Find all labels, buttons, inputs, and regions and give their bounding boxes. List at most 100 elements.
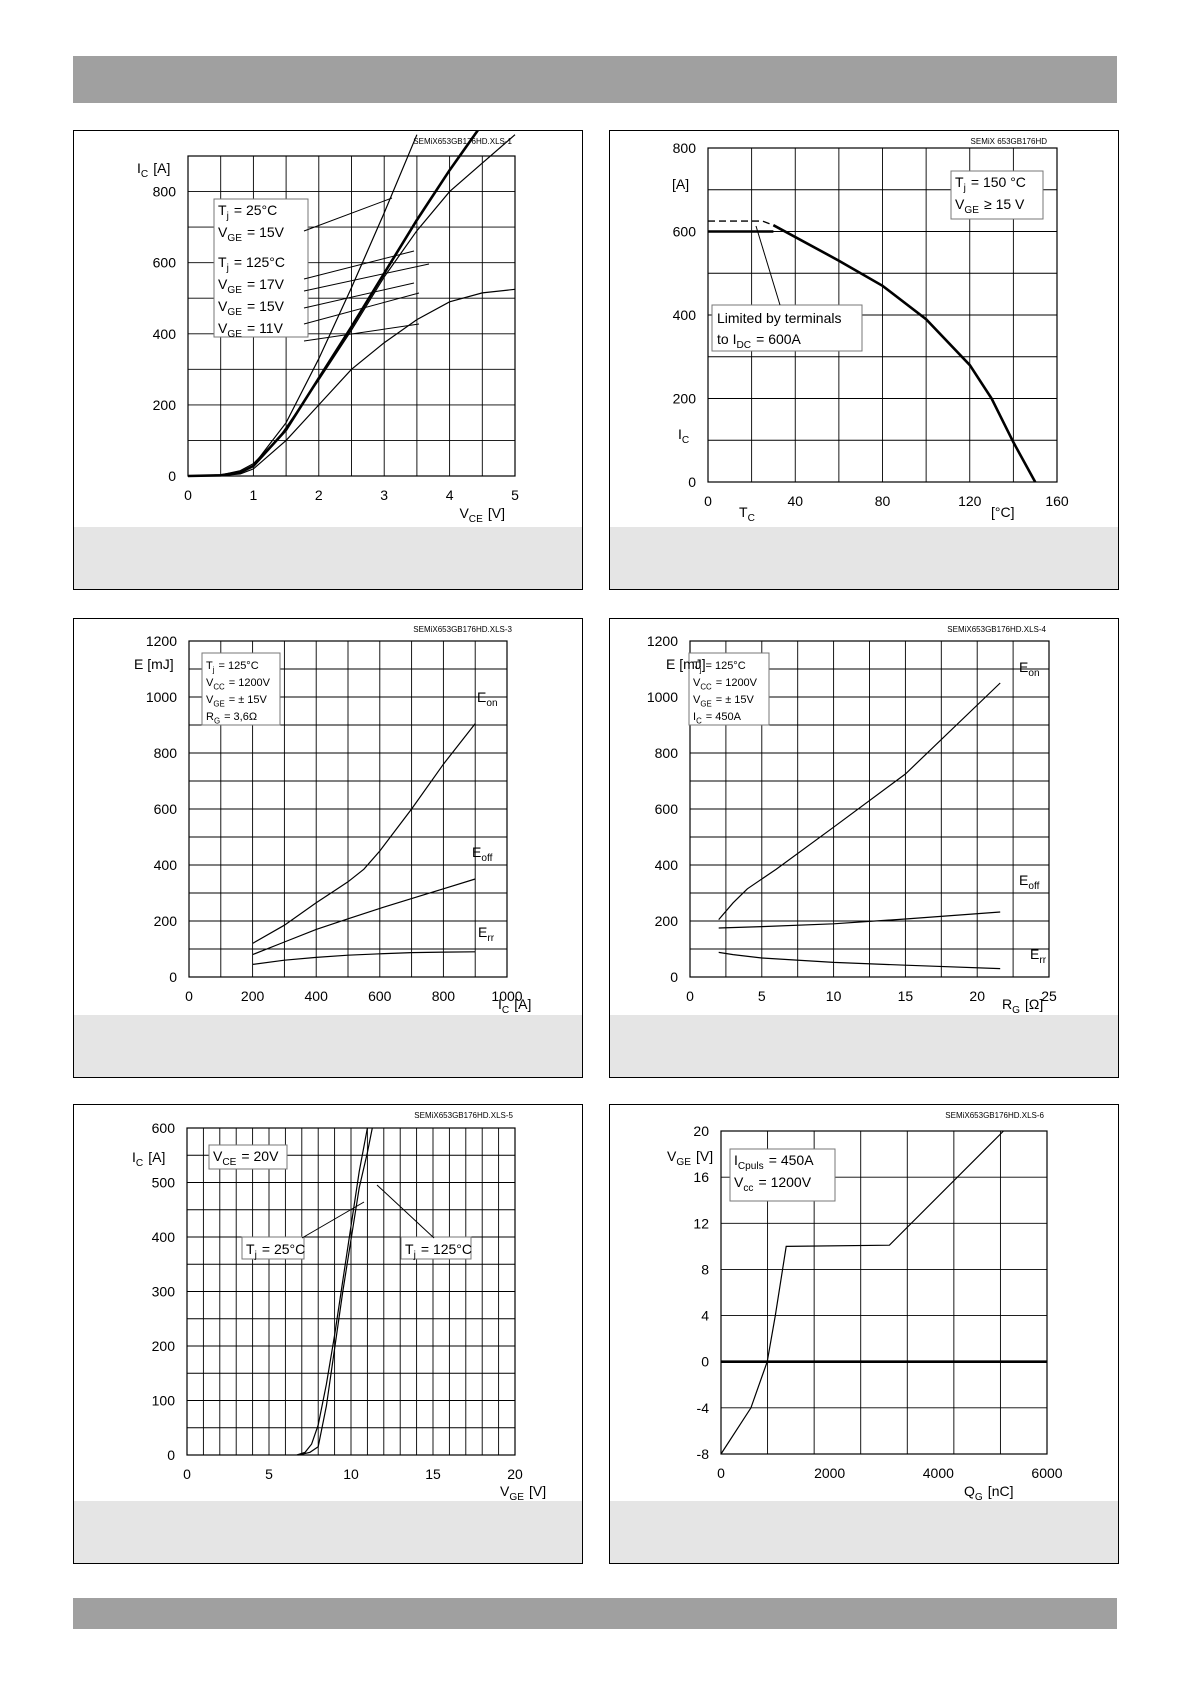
y-tick-label: 0 <box>688 474 696 490</box>
leader-line <box>303 197 393 232</box>
y-tick-label: 1000 <box>146 689 177 705</box>
y-axis-title: IC [A] <box>132 1149 165 1169</box>
legend-text: Tj = 150 °C <box>955 174 1026 194</box>
series-e-on <box>718 682 1001 920</box>
legend-text: RG = 3,6Ω <box>206 711 257 725</box>
source-label: SEMiX653GB176HD.XLS-6 <box>945 1111 1044 1120</box>
label-box <box>241 1236 305 1260</box>
y-tick-label: 12 <box>693 1215 709 1231</box>
caption-area-fig5 <box>74 1501 582 1563</box>
y-tick-label: 600 <box>655 801 679 817</box>
y-tick-label: -8 <box>697 1446 710 1462</box>
grid-fig5 <box>187 1128 515 1455</box>
series-label-eon: Eon <box>477 689 499 709</box>
y-tick-label: 500 <box>152 1175 176 1191</box>
x-tick-label: 2 <box>315 487 323 503</box>
x-tick-label: 160 <box>1045 493 1069 509</box>
y-tick-label: 0 <box>167 1447 175 1463</box>
legend-text: VGE ≥ 15 V <box>955 196 1025 216</box>
leader-line <box>376 1184 435 1239</box>
legend-text: VGE = 15V <box>218 298 285 318</box>
x-tick-label: 0 <box>184 487 192 503</box>
y-tick-label: 800 <box>154 745 178 761</box>
x-tick-label: 0 <box>717 1465 725 1481</box>
x-tick-label: 3 <box>380 487 388 503</box>
footer-band <box>73 1598 1117 1629</box>
y-tick-label: 200 <box>673 391 697 407</box>
y-tick-label: 0 <box>168 468 176 484</box>
x-tick-label: 120 <box>958 493 982 509</box>
plot-frame <box>707 147 1058 483</box>
legend-text: VCC = 1200V <box>206 677 271 691</box>
y-axis-title: E [mJ] <box>134 656 174 672</box>
y-tick-label: 400 <box>152 1229 176 1245</box>
x-tick-label: 5 <box>758 988 766 1004</box>
x-tick-label: 10 <box>343 1466 359 1482</box>
series-tj-125-c <box>298 1127 373 1456</box>
plot-frame <box>720 1130 1048 1455</box>
y-axis-title: VGE [V] <box>667 1148 713 1168</box>
y-tick-label: 400 <box>153 326 177 342</box>
x-tick-label: 2000 <box>814 1465 845 1481</box>
series-label-25c: Tj = 25°C <box>246 1241 305 1261</box>
legend-text: ICpuls = 450A <box>734 1152 814 1172</box>
leader-line <box>303 263 430 292</box>
x-tick-label: 0 <box>185 988 193 1004</box>
x-tick-label: 10 <box>826 988 842 1004</box>
series-tj-25-c <box>296 1127 368 1456</box>
leader-line <box>301 1201 365 1239</box>
panel-fig3: SEMiX653GB176HD.XLS-3 0 200 400 600 800 1000 0 2… <box>73 618 583 1078</box>
series-tj-25-c-vge-15v <box>187 134 516 477</box>
source-label: SEMiX653GB176HD.XLS-4 <box>947 625 1046 634</box>
y-axis-title: IC [A] <box>137 160 170 180</box>
series-gate-charge <box>720 1130 1004 1455</box>
y-tick-label: 0 <box>169 969 177 985</box>
label-box <box>400 1236 472 1260</box>
annotation-text: Limited by terminals <box>717 310 842 326</box>
panel-fig5: SEMiX653GB176HD.XLS-5 0 5 10 15 20 0 100 200 300 4… <box>73 1104 583 1564</box>
y-tick-label: 600 <box>153 255 177 271</box>
y-tick-label: 200 <box>154 913 178 929</box>
legend-box <box>729 1148 836 1202</box>
leader-line <box>303 282 415 309</box>
x-tick-label: 800 <box>432 988 456 1004</box>
series-label-eoff: Eoff <box>1019 872 1041 892</box>
y-tick-label: 800 <box>673 140 697 156</box>
plot-frame <box>187 155 516 477</box>
series-label-err: Err <box>478 924 495 944</box>
x-tick-label: 6000 <box>1031 1465 1062 1481</box>
x-axis-title: IC [A] <box>498 996 531 1015</box>
caption-area-fig1 <box>74 527 582 589</box>
legend-text: Vcc = 1200V <box>734 1174 812 1194</box>
x-tick-label: 400 <box>305 988 329 1004</box>
y-tick-label: 600 <box>152 1120 176 1136</box>
series-derating <box>772 224 1037 483</box>
legend-text: VGE = ± 15V <box>693 694 755 708</box>
leader-line <box>755 225 781 306</box>
y-tick-label: 100 <box>152 1393 176 1409</box>
series-label-eon: Eon <box>1019 659 1041 679</box>
legend-text: VCC = 1200V <box>693 677 758 691</box>
x-axis-title: VCE [V] <box>459 505 505 525</box>
y-tick-label: 0 <box>701 1354 709 1370</box>
series-label-eoff: Eoff <box>472 844 494 864</box>
x-axis-title: VGE [V] <box>500 1483 546 1501</box>
series-e-rr <box>252 951 476 965</box>
series-tj-125-c-vge-11v <box>187 288 516 477</box>
x-tick-label: 4000 <box>923 1465 954 1481</box>
x-tick-label: 15 <box>425 1466 441 1482</box>
y-tick-label: 16 <box>693 1169 709 1185</box>
plot-frame <box>188 640 508 978</box>
x-tick-label: 20 <box>969 988 985 1004</box>
x-tick-label: 200 <box>241 988 265 1004</box>
y-tick-label: 800 <box>655 745 679 761</box>
y-tick-label: 400 <box>655 857 679 873</box>
caption-area-fig2 <box>610 527 1118 589</box>
caption-area-fig6 <box>610 1501 1118 1563</box>
series-e-on <box>252 723 476 944</box>
plot-frame <box>689 640 1050 978</box>
source-label: SEMiX653GB176HD.XLS-1 <box>413 137 512 146</box>
y-tick-label: 800 <box>153 184 177 200</box>
series-e-off <box>252 878 476 956</box>
annotation-box <box>711 304 863 352</box>
